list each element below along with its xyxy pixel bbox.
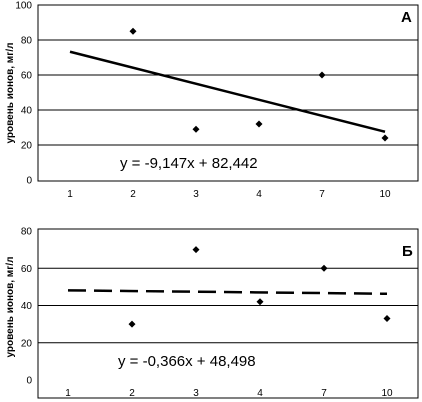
y-tick-label: 80 (21, 36, 33, 47)
y-tick-label: 100 (15, 1, 32, 12)
x-tick-label: 7 (319, 189, 325, 200)
y-axis-label-b: уровень ионов, мг/л (5, 257, 16, 358)
data-point (128, 320, 136, 328)
x-tick-label: 2 (130, 189, 136, 200)
x-tick-label: 4 (256, 189, 262, 200)
x-tick-label: 3 (193, 388, 199, 399)
trendline (67, 289, 388, 296)
data-point (256, 298, 264, 306)
y-tick-label: 0 (26, 376, 32, 387)
y-tick-label: 60 (21, 71, 33, 82)
y-tick-label: 80 (21, 227, 33, 238)
trend-equation-b: y = -0,366x + 48,498 (118, 353, 256, 370)
y-tick-label: 40 (21, 301, 33, 312)
x-tick-label: 2 (129, 388, 135, 399)
trendline (69, 50, 386, 133)
y-tick-label: 20 (21, 338, 33, 349)
y-tick-label: 40 (21, 106, 33, 117)
data-point (192, 125, 200, 133)
panel-label-a: А (401, 9, 412, 26)
data-point (381, 134, 389, 142)
panel-a: 0 20 40 60 80 100 1 2 3 4 7 10 А y = -9,147x + 82,4… (5, 1, 419, 200)
y-tick-label: 20 (21, 141, 33, 152)
x-tick-label: 1 (65, 388, 71, 399)
x-tick-label: 10 (379, 189, 391, 200)
x-tick-label: 10 (381, 388, 393, 399)
data-point (129, 27, 137, 35)
x-tick-label: 3 (193, 189, 199, 200)
panel-label-b: Б (402, 243, 413, 260)
x-tick-label: 4 (257, 388, 263, 399)
y-tick-label: 60 (21, 264, 33, 275)
x-tick-label: 1 (67, 189, 73, 200)
data-point (383, 315, 391, 323)
data-point (192, 246, 200, 254)
trend-equation-a: y = -9,147x + 82,442 (120, 155, 258, 172)
data-point (255, 120, 263, 128)
x-tick-label: 7 (321, 388, 327, 399)
data-point (318, 71, 326, 79)
y-tick-label: 0 (26, 176, 32, 187)
data-point (320, 264, 328, 272)
y-axis-label-a: уровень ионов, мг/л (5, 43, 16, 144)
